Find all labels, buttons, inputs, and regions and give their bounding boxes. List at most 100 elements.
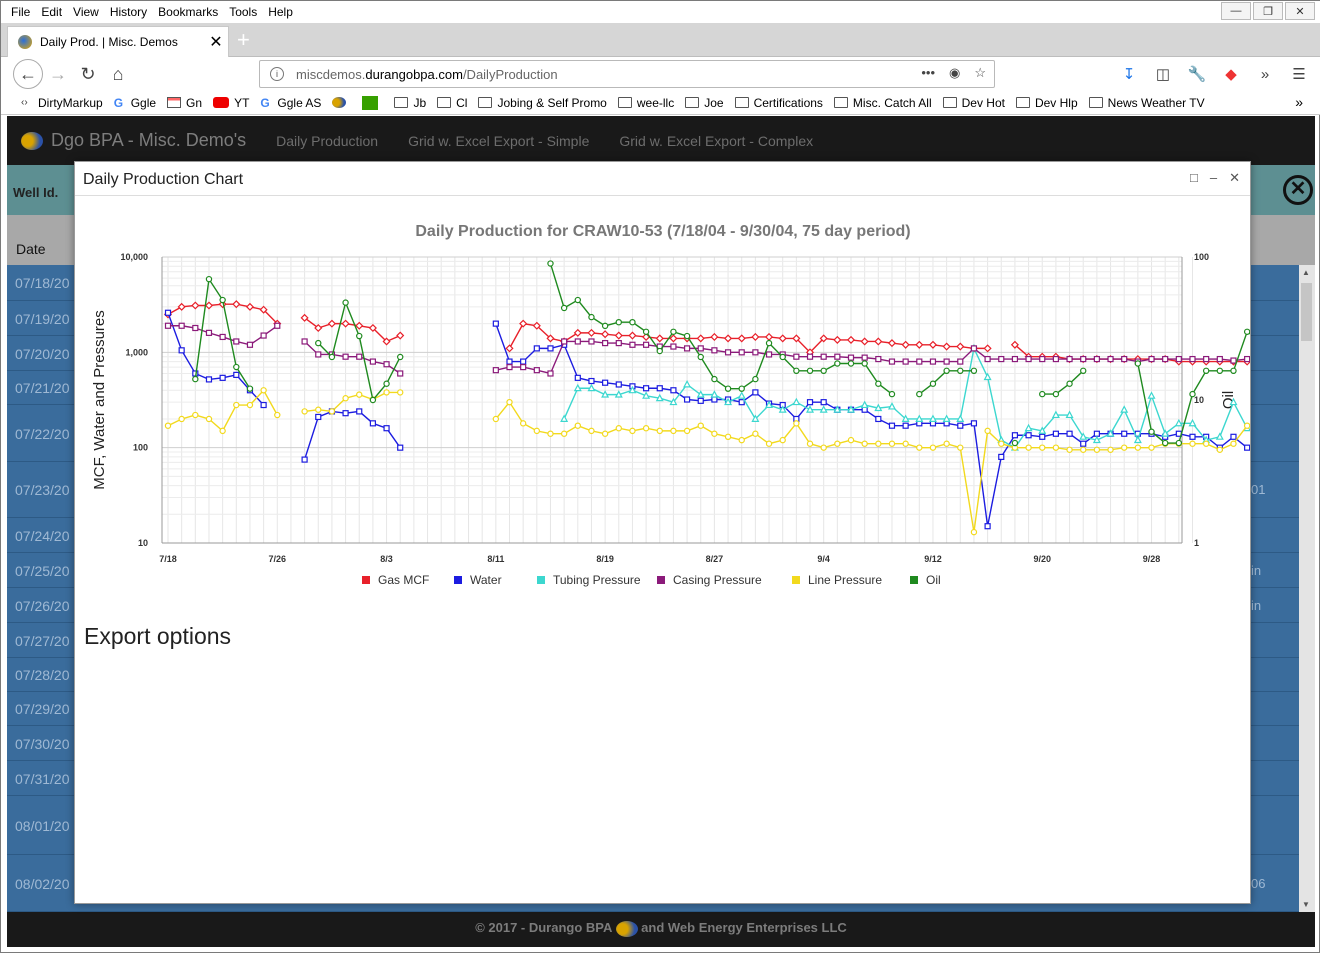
row-date: 07/21/20 <box>15 380 70 396</box>
library-icon[interactable]: ◫ <box>1155 66 1171 83</box>
restore-button[interactable]: ❐ <box>1253 2 1283 20</box>
close-window-button[interactable]: ✕ <box>1285 2 1315 20</box>
back-button[interactable]: ← <box>13 59 43 89</box>
reload-button[interactable]: ↻ <box>80 63 96 84</box>
page-actions-icon[interactable]: ••• <box>921 65 935 80</box>
bookmark-item[interactable]: G Ggle AS <box>260 96 321 110</box>
menu-edit[interactable]: Edit <box>41 5 63 19</box>
home-button[interactable]: ⌂ <box>112 63 124 84</box>
data-point <box>942 414 951 422</box>
bookmarks-overflow-icon[interactable]: » <box>1295 94 1303 110</box>
data-point <box>820 399 827 406</box>
data-point <box>573 383 582 392</box>
brand-text: Dgo BPA - Misc. Demo's <box>51 130 247 150</box>
data-point <box>219 427 226 435</box>
data-point <box>847 436 855 444</box>
series-water <box>164 309 1250 530</box>
bookmark-item[interactable]: Dev Hot <box>942 95 1005 110</box>
bookmark-item[interactable]: G Ggle <box>114 96 156 110</box>
data-point <box>738 399 745 406</box>
table-row[interactable]: 08/02/20 06 <box>7 855 1299 912</box>
eraser-icon[interactable]: ◆ <box>1225 66 1237 83</box>
bookmark-item[interactable]: Joe <box>685 96 724 110</box>
minimize-button[interactable]: — <box>1221 2 1251 20</box>
close-circle-icon[interactable]: ✕ <box>1283 175 1313 205</box>
bookmark-item[interactable]: Dev Hlp <box>1015 96 1078 110</box>
folder-icon <box>394 97 409 108</box>
legend-item: Gas MCF <box>378 573 429 587</box>
tab-daily-prod[interactable]: Daily Prod. | Misc. Demos ✕ <box>7 26 229 57</box>
bookmark-item[interactable]: News Weather TV <box>1088 96 1205 110</box>
bookmark-item[interactable]: Cl <box>437 96 467 110</box>
data-point <box>984 355 991 363</box>
data-point <box>724 349 732 356</box>
bookmark-item[interactable]: YT <box>213 96 249 110</box>
x-tick-label: 7/18 <box>159 554 177 564</box>
chart-dialog: Daily Production Chart □ – ✕ Daily Produ… <box>74 161 1251 904</box>
hamburger-menu-icon[interactable]: ☰ <box>1292 66 1306 83</box>
x-tick-label: 8/3 <box>380 554 393 564</box>
data-point <box>219 296 226 304</box>
bookmark-item[interactable]: ‹› DirtyMarkup <box>21 96 103 110</box>
data-point <box>1107 355 1114 363</box>
bookmark-item[interactable]: Certifications <box>734 96 823 110</box>
menu-bookmarks[interactable]: Bookmarks <box>158 5 219 19</box>
forward-button[interactable]: → <box>49 63 67 84</box>
download-icon[interactable]: ↧ <box>1122 66 1136 83</box>
dialog-close-icon[interactable]: ✕ <box>1229 170 1240 185</box>
data-point <box>846 405 856 413</box>
menu-history[interactable]: History <box>109 5 148 19</box>
wrench-icon[interactable]: 🔧 <box>1187 66 1207 83</box>
data-point <box>1175 355 1182 363</box>
bookmark-item[interactable]: Jb <box>394 96 426 110</box>
bookmark-star-icon[interactable]: ☆ <box>974 65 986 80</box>
scroll-thumb[interactable] <box>1301 283 1312 341</box>
bookmark-item[interactable]: Misc. Catch All <box>833 96 932 110</box>
data-point <box>642 385 650 392</box>
overflow-icon[interactable]: » <box>1260 65 1270 83</box>
info-icon[interactable]: i <box>270 67 284 81</box>
nav-daily-production[interactable]: Daily Production <box>276 132 379 149</box>
maximize-icon[interactable]: □ <box>1190 170 1198 185</box>
data-point <box>164 422 172 429</box>
nav-grid-excel-complex[interactable]: Grid w. Excel Export - Complex <box>619 132 814 149</box>
url-text: miscdemos.durangobpa.com/DailyProduction <box>296 66 558 82</box>
data-point <box>1175 439 1183 447</box>
data-point <box>259 305 268 314</box>
bookmark-item[interactable]: wee-llc <box>617 96 674 110</box>
row-date: 07/28/20 <box>15 667 70 683</box>
data-point <box>397 389 404 396</box>
bookmark-item[interactable] <box>362 95 383 110</box>
date-column-header[interactable]: Date <box>16 241 46 257</box>
pocket-icon[interactable]: ◉ <box>949 65 961 80</box>
data-point <box>505 344 514 353</box>
data-point <box>601 430 609 437</box>
bookmark-item[interactable] <box>332 97 351 108</box>
menu-help[interactable]: Help <box>268 5 293 19</box>
data-point <box>642 391 651 399</box>
minimize-icon[interactable]: – <box>1209 170 1218 185</box>
url-bar[interactable]: i miscdemos.durangobpa.com/DailyProducti… <box>259 60 995 88</box>
close-tab-icon[interactable]: ✕ <box>209 34 223 51</box>
site-footer: © 2017 - Durango BPA and Web Energy Ente… <box>7 912 1315 947</box>
grid-scrollbar[interactable]: ▲ ▼ <box>1299 265 1315 912</box>
site-brand[interactable]: Dgo BPA - Misc. Demo's <box>21 130 246 151</box>
bookmark-label: Dev Hot <box>961 95 1005 110</box>
data-point <box>943 358 950 365</box>
data-point <box>1066 446 1073 453</box>
new-tab-icon[interactable]: + <box>237 27 250 52</box>
data-point <box>1010 340 1019 349</box>
data-point <box>205 275 213 283</box>
scroll-up-icon[interactable]: ▲ <box>1302 268 1310 277</box>
data-point <box>1080 367 1087 375</box>
scroll-down-icon[interactable]: ▼ <box>1302 900 1310 909</box>
menu-tools[interactable]: Tools <box>229 5 258 19</box>
bookmark-item[interactable]: Gn <box>167 96 202 110</box>
data-point <box>751 414 760 422</box>
menu-file[interactable]: File <box>11 5 31 19</box>
menu-view[interactable]: View <box>73 5 99 19</box>
data-point <box>301 408 308 415</box>
bookmark-item[interactable]: Jobing & Self Promo <box>478 96 607 110</box>
nav-grid-excel-simple[interactable]: Grid w. Excel Export - Simple <box>408 132 590 149</box>
data-point <box>765 351 773 358</box>
